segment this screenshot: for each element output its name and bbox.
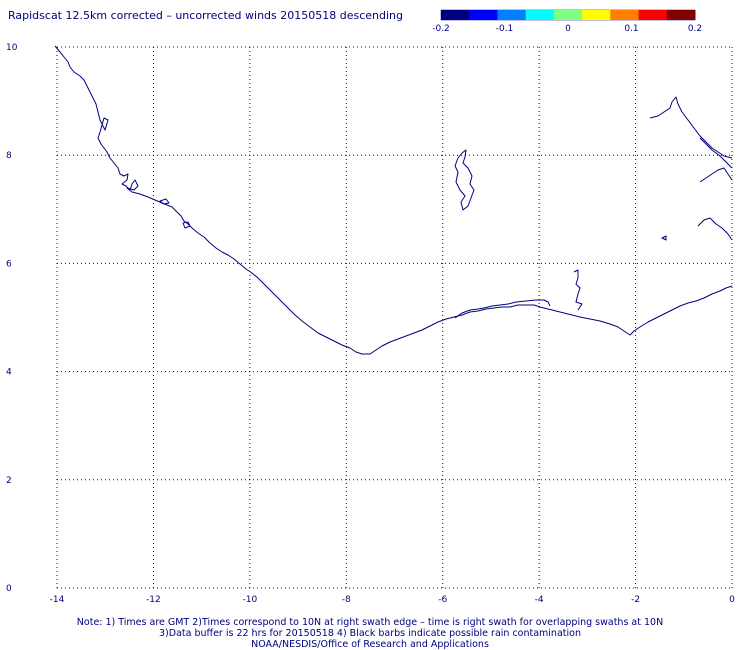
lat-lon-grid: [56, 46, 733, 589]
islet-1: [661, 235, 667, 241]
y-tick-label: 0: [6, 584, 12, 594]
colorbar-segment: [582, 10, 611, 20]
river-inland-1: [573, 269, 583, 311]
x-tick-label: -14: [50, 595, 65, 605]
colorbar-segment: [666, 10, 696, 20]
coastline: [54, 45, 733, 355]
inland-north-east: [649, 96, 733, 159]
y-tick-label: 6: [6, 259, 12, 269]
colorbar-segment: [525, 10, 555, 20]
x-tick-label: 0: [729, 595, 735, 605]
y-tick-label: 2: [6, 476, 12, 486]
inland-east-2: [699, 167, 733, 183]
islet-3: [182, 221, 191, 229]
colorbar-tick-label: -0.1: [496, 24, 514, 34]
colorbar-segment: [638, 10, 668, 20]
y-tick-label: 8: [6, 151, 12, 161]
colorbar: -0.2 -0.1 0 0.1 0.2: [432, 9, 702, 34]
x-tick-label: -4: [535, 595, 544, 605]
islet-2: [159, 198, 170, 205]
colorbar-segment: [497, 10, 527, 20]
map-plot: -14 -12 -10 -8 -6 -4 -2 0 0 2 4 6 8 10: [6, 43, 735, 605]
colorbar-segment: [469, 10, 498, 20]
x-tick-label: -2: [631, 595, 640, 605]
colorbar-segment: [553, 10, 583, 20]
note-line-2: 3)Data buffer is 22 hrs for 20150518 4) …: [159, 628, 581, 639]
x-tick-label: -12: [146, 595, 161, 605]
y-tick-label: 4: [6, 368, 12, 378]
figure-title: Rapidscat 12.5km corrected – uncorrected…: [8, 9, 404, 22]
x-tick-label: -8: [342, 595, 351, 605]
note-line-1: Note: 1) Times are GMT 2)Times correspon…: [76, 617, 664, 628]
note-line-3: NOAA/NESDIS/Office of Research and Appli…: [251, 639, 489, 650]
colorbar-tick-label: 0.2: [688, 24, 702, 34]
x-tick-label: -6: [438, 595, 447, 605]
colorbar-tick-label: -0.2: [432, 24, 450, 34]
inland-east-3: [699, 137, 733, 169]
colorbar-segment: [441, 10, 470, 20]
coastline-main: [54, 45, 733, 355]
lake-volta-ish: [454, 149, 475, 211]
coastline-liberia-detail: [454, 299, 551, 319]
y-tick-label: 10: [6, 43, 18, 53]
coast-east-fragment: [697, 217, 733, 241]
colorbar-tick-label: 0.1: [624, 24, 638, 34]
colorbar-tick-label: 0: [565, 24, 571, 34]
x-tick-label: -10: [243, 595, 258, 605]
colorbar-segment: [610, 10, 640, 20]
